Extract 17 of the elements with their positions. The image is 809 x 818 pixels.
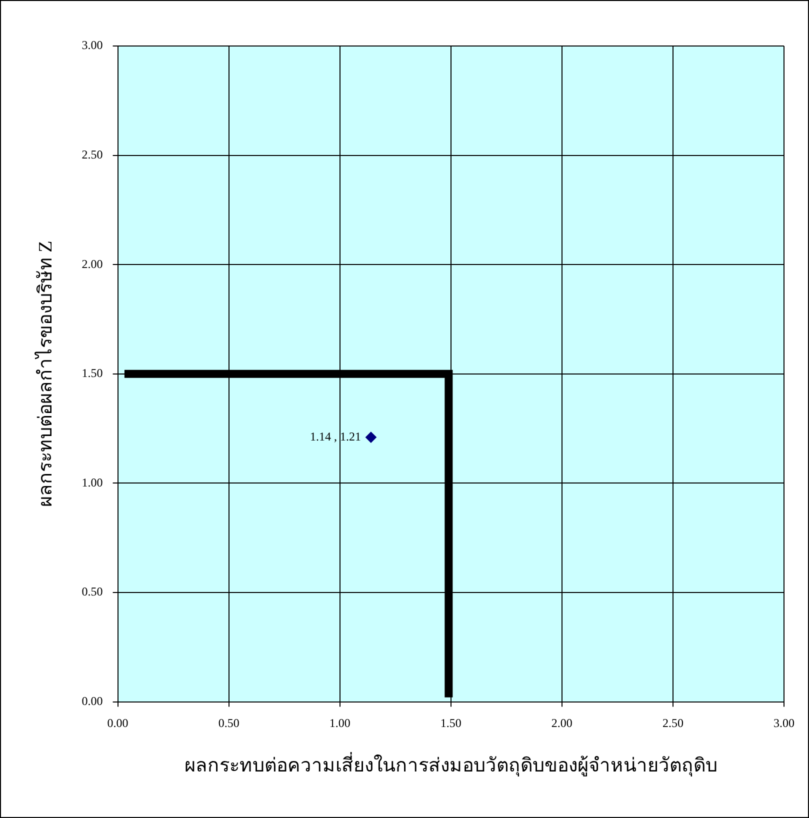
y-tick-label: 0.00: [82, 694, 103, 708]
y-tick-label: 1.00: [82, 475, 103, 490]
y-tick-label: 2.50: [82, 147, 103, 162]
x-tick-label: 0.00: [107, 716, 128, 730]
y-tick-label: 1.50: [82, 366, 103, 380]
x-tick-label: 2.50: [662, 716, 684, 730]
x-axis-title: ผลกระทบต่อความเสี่ยงในการส่งมอบวัตถุดิบของผู้จำหน่ายวัตถุดิบ: [184, 752, 718, 778]
x-tick-label: 1.00: [329, 716, 350, 730]
y-axis-title: ผลกระทบต่อผลกำไรของบริษัท Z: [34, 240, 56, 508]
y-tick-label: 2.00: [82, 256, 103, 271]
x-tick-label: 3.00: [774, 716, 794, 730]
y-tick-label: 3.00: [82, 38, 103, 52]
x-tick-label: 0.50: [218, 716, 240, 730]
x-tick-label: 2.00: [551, 716, 572, 730]
data-label: 1.14 , 1.21: [310, 429, 361, 444]
x-tick-label: 1.50: [440, 716, 462, 730]
y-tick-label: 0.50: [82, 584, 103, 599]
